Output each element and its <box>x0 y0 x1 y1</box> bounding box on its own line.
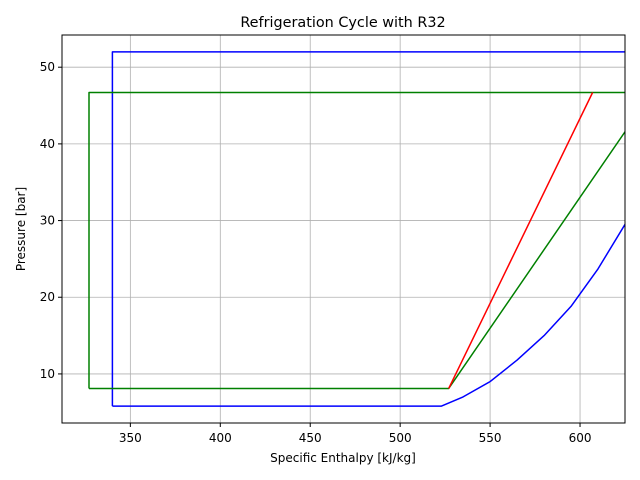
x-tick-label: 350 <box>119 431 142 445</box>
grid <box>62 35 625 423</box>
y-tick-label: 10 <box>40 367 55 381</box>
ticks: 3504004505005506006501020304050 <box>40 60 592 445</box>
chart-title: Refrigeration Cycle with R32 <box>240 15 445 31</box>
series-line-1 <box>111 51 625 407</box>
x-tick-label: 550 <box>479 431 502 445</box>
x-tick-label: 600 <box>569 431 592 445</box>
y-tick-label: 50 <box>40 60 55 74</box>
y-tick-label: 40 <box>40 137 55 151</box>
series-group <box>88 51 625 407</box>
x-tick-label: 400 <box>209 431 232 445</box>
plot-frame <box>61 34 626 424</box>
y-tick-label: 30 <box>40 214 55 228</box>
x-tick-label: 450 <box>299 431 322 445</box>
x-tick-label: 500 <box>389 431 412 445</box>
y-axis-label: Pressure [bar] <box>14 187 28 271</box>
series-line-2 <box>88 91 625 390</box>
x-axis-label: Specific Enthalpy [kJ/kg] <box>270 451 416 465</box>
y-tick-label: 20 <box>40 290 55 304</box>
series-line-3 <box>448 92 594 389</box>
